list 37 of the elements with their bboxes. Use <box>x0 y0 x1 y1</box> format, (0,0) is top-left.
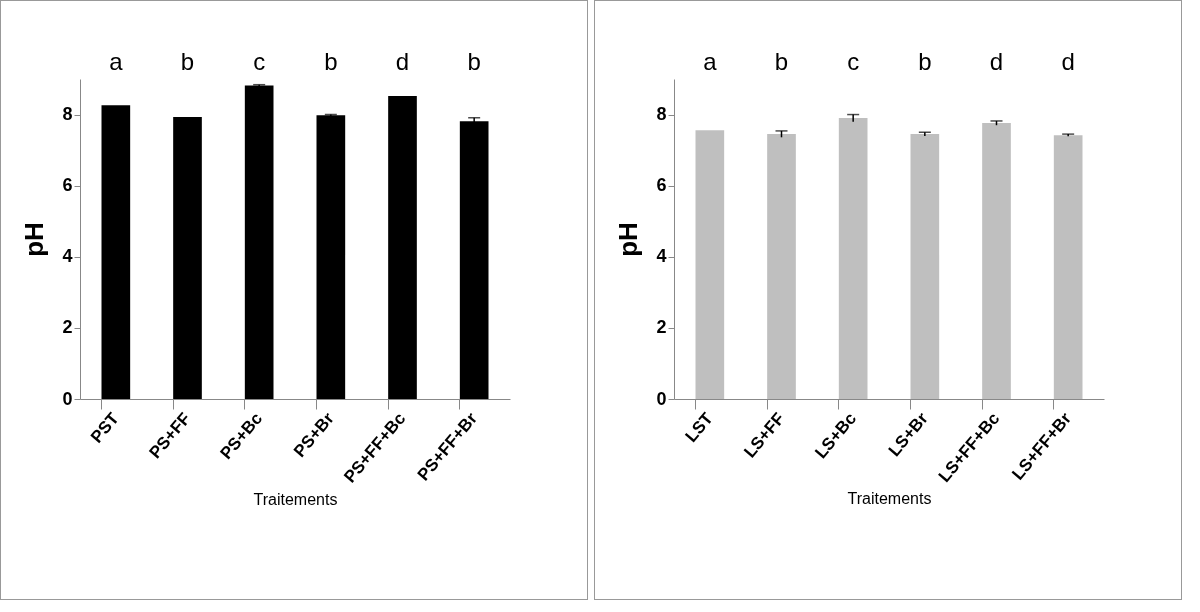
bar <box>316 115 346 399</box>
y-tick-label: 0 <box>656 388 667 409</box>
text: c <box>253 48 266 75</box>
bar <box>388 96 417 399</box>
bar <box>1053 135 1083 399</box>
bar <box>910 134 940 399</box>
text: a <box>703 48 718 75</box>
bar <box>101 105 131 399</box>
text: b <box>467 48 481 75</box>
y-tick-label: 6 <box>656 175 667 196</box>
text: a <box>109 48 124 75</box>
bar <box>244 85 274 399</box>
y-tick-label: 4 <box>62 246 73 267</box>
x-axis-title: Traitements <box>253 490 338 508</box>
bar <box>838 118 868 399</box>
y-axis-title: pH <box>19 222 50 257</box>
text: b <box>918 48 932 75</box>
bar <box>982 123 1011 399</box>
text: d <box>989 48 1004 75</box>
text: b <box>774 48 789 75</box>
text: c <box>847 48 860 75</box>
y-tick-label: 2 <box>62 317 73 338</box>
y-tick-label: 2 <box>656 317 667 338</box>
text: b <box>324 48 338 75</box>
text: d <box>395 48 410 75</box>
y-tick-label: 8 <box>62 104 73 125</box>
bar <box>173 117 202 399</box>
y-tick-label: 6 <box>62 175 73 196</box>
text: d <box>1061 48 1075 75</box>
bar <box>767 134 796 399</box>
text: b <box>180 48 195 75</box>
bar <box>695 130 725 399</box>
y-axis-title: pH <box>613 222 644 257</box>
y-tick-label: 8 <box>656 104 667 125</box>
y-tick-label: 0 <box>62 388 73 409</box>
x-axis-title: Traitements <box>847 490 932 508</box>
y-tick-label: 4 <box>656 246 667 267</box>
